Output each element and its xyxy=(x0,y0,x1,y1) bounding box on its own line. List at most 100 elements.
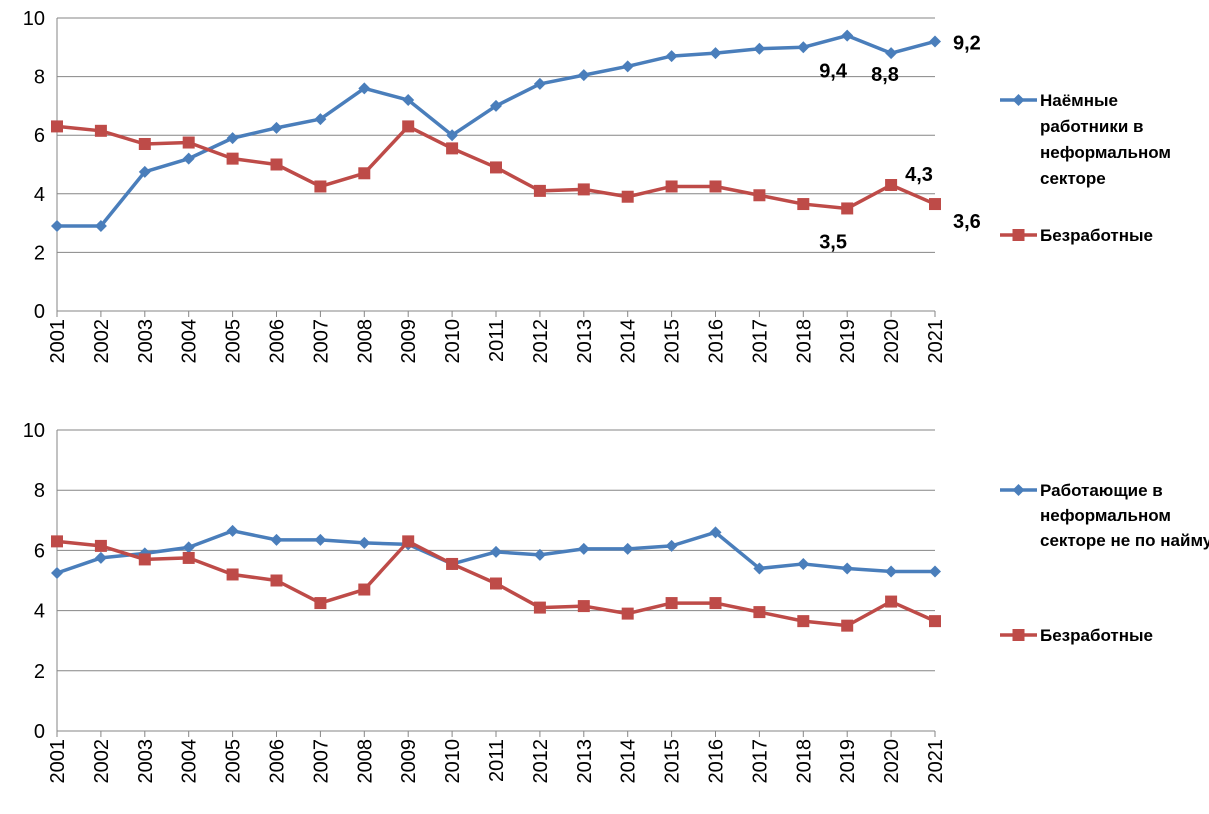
legend-label: секторе не по найму xyxy=(1040,531,1209,550)
data-point xyxy=(577,183,590,196)
data-point xyxy=(621,190,634,203)
data-point xyxy=(314,180,327,193)
data-point xyxy=(709,180,722,193)
legend-entry-2: Безработные xyxy=(1000,626,1153,645)
x-tick-label: 2017 xyxy=(749,319,771,364)
chart-1: 0 2 4 6 8 10 2001 2002 2003 2004 2005 2006 2007 2008 2… xyxy=(23,8,1171,364)
data-point xyxy=(94,124,107,137)
data-point xyxy=(490,545,502,558)
data-point xyxy=(929,565,941,578)
data-point xyxy=(709,526,722,539)
data-point xyxy=(94,220,107,233)
x-tick-label: 2020 xyxy=(881,739,903,784)
legend-label: Наёмные xyxy=(1040,91,1118,110)
data-point xyxy=(709,47,722,60)
x-tick-label: 2014 xyxy=(618,739,640,784)
x-tick-label: 2017 xyxy=(749,739,771,784)
y-tick-label: 0 xyxy=(34,721,45,743)
data-point xyxy=(51,120,63,133)
y-tick-label: 8 xyxy=(34,480,45,502)
y-tick-label: 2 xyxy=(34,242,45,264)
legend-marker xyxy=(1012,629,1025,641)
data-point xyxy=(270,158,283,171)
data-point xyxy=(929,615,941,628)
x-tick-label: 2007 xyxy=(310,319,332,364)
series-line xyxy=(57,33,936,228)
data-point xyxy=(533,601,546,614)
data-point xyxy=(446,557,459,570)
x-tick-label: 2019 xyxy=(837,739,859,784)
y-tick-label: 4 xyxy=(34,601,45,623)
data-label: 9,4 xyxy=(819,61,848,83)
data-label: 4,3 xyxy=(905,164,933,186)
data-point xyxy=(358,536,371,549)
data-point xyxy=(753,606,766,619)
data-point xyxy=(270,533,283,546)
x-tick-label: 2010 xyxy=(442,319,464,364)
data-point xyxy=(51,220,63,233)
data-label: 3,6 xyxy=(953,211,981,233)
data-point xyxy=(358,82,371,95)
chart-2: 0 2 4 6 8 10 2001 2002 2003 2004 2005 2006 2007 2008 2… xyxy=(23,420,1209,784)
data-point xyxy=(841,202,854,215)
x-tick-label: 2002 xyxy=(91,739,113,784)
x-tick-label: 2012 xyxy=(530,739,552,784)
data-point xyxy=(94,539,107,552)
data-point xyxy=(841,29,854,42)
legend-label: работники в xyxy=(1040,117,1143,136)
x-tick-label: 2013 xyxy=(574,319,596,364)
legend-marker xyxy=(1012,94,1025,106)
x-tick-label: 2013 xyxy=(574,739,596,784)
data-point xyxy=(358,167,371,180)
x-tick-label: 2011 xyxy=(486,319,508,362)
x-tick-label: 2002 xyxy=(91,319,113,364)
x-tick-label: 2004 xyxy=(179,319,201,364)
x-tick-label: 2003 xyxy=(135,319,157,364)
data-point xyxy=(841,619,854,632)
x-tick-label: 2015 xyxy=(662,319,684,364)
x-tick-label: 2016 xyxy=(706,739,728,784)
data-point xyxy=(226,132,239,145)
data-point xyxy=(577,69,590,82)
data-point xyxy=(314,113,327,126)
y-tick-label: 6 xyxy=(34,125,45,147)
x-tick-label: 2001 xyxy=(47,319,69,364)
data-point xyxy=(402,535,415,548)
x-tick-label: 2005 xyxy=(223,739,245,784)
y-tick-label: 2 xyxy=(34,661,45,683)
y-tick-label: 6 xyxy=(34,540,45,562)
data-point xyxy=(358,583,371,596)
data-point xyxy=(490,99,502,112)
x-tick-label: 2006 xyxy=(267,319,289,364)
data-point xyxy=(885,47,898,60)
data-point xyxy=(402,120,415,133)
data-point xyxy=(885,179,898,192)
series-2 xyxy=(51,535,941,632)
series-1 xyxy=(51,29,941,233)
series-2 xyxy=(51,120,941,215)
x-tick-label: 2021 xyxy=(925,319,947,364)
data-point xyxy=(797,557,810,570)
data-point xyxy=(929,35,941,48)
data-point xyxy=(270,574,283,587)
legend-marker xyxy=(1012,229,1025,241)
data-point xyxy=(533,548,546,561)
legend-label: Работающие в xyxy=(1040,481,1163,500)
data-point xyxy=(665,597,678,610)
x-tick-label: 2016 xyxy=(706,319,728,364)
x-tick-label: 2008 xyxy=(354,319,376,364)
data-point xyxy=(621,607,634,620)
x-tick-label: 2012 xyxy=(530,319,552,364)
data-point xyxy=(577,600,590,613)
data-point xyxy=(51,535,63,548)
data-point xyxy=(226,524,239,537)
y-tick-label: 0 xyxy=(34,301,45,323)
data-point xyxy=(929,198,941,211)
x-tick-label: 2003 xyxy=(135,739,157,784)
x-tick-label: 2011 xyxy=(486,739,508,782)
x-tick-label: 2015 xyxy=(662,739,684,784)
data-point xyxy=(314,533,327,546)
data-point xyxy=(402,94,415,107)
data-point xyxy=(182,136,195,149)
x-tick-label: 2008 xyxy=(354,739,376,784)
